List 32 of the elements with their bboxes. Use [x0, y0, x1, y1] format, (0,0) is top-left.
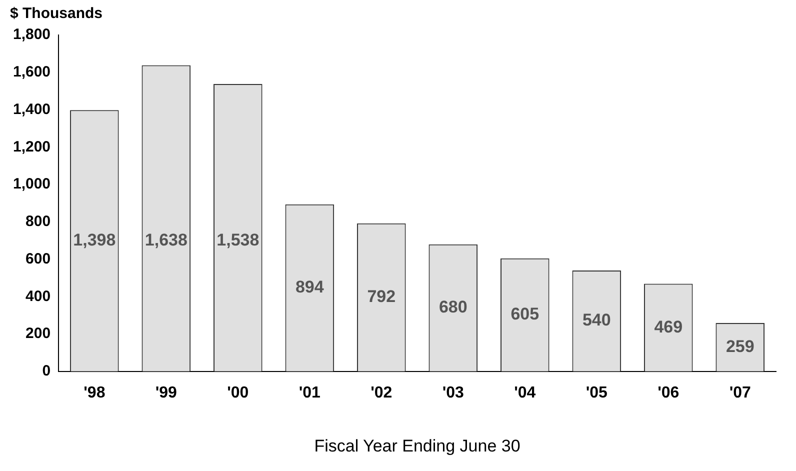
y-tick-label: 1,400 — [12, 100, 51, 118]
x-tick-label: '01 — [298, 384, 321, 402]
data-label: 1,398 — [73, 230, 116, 250]
y-tick-label: 400 — [26, 288, 51, 305]
x-tick-label: '98 — [84, 384, 106, 402]
y-tick-label: 1,000 — [12, 176, 51, 193]
x-axis-title: Fiscal Year Ending June 30 — [314, 436, 520, 456]
y-tick-label: 1,200 — [12, 138, 51, 156]
x-tick-label: '00 — [227, 384, 249, 402]
data-label: 792 — [367, 287, 396, 306]
data-label: 894 — [295, 278, 324, 297]
data-label: 1,638 — [144, 230, 188, 250]
x-tick-label: '05 — [586, 384, 608, 402]
y-tick-label: 200 — [26, 325, 51, 342]
y-tick-label: 600 — [26, 250, 51, 268]
data-label: 540 — [582, 310, 611, 330]
y-tick-label: 1,600 — [12, 64, 51, 81]
y-tick-label: 1,800 — [12, 26, 51, 44]
y-tick-label: 0 — [42, 362, 51, 380]
x-tick-label: '99 — [155, 384, 178, 402]
x-tick-label: '03 — [442, 384, 464, 402]
data-label: 1,538 — [216, 230, 260, 250]
y-tick-label: 800 — [26, 213, 51, 230]
data-label: 605 — [510, 304, 540, 324]
x-tick-label: '02 — [370, 384, 392, 402]
data-label: 680 — [438, 298, 468, 317]
x-tick-label: '06 — [658, 384, 680, 402]
x-tick-label: '04 — [514, 384, 536, 402]
y-axis-title: $ Thousands — [10, 5, 103, 22]
data-label: 469 — [654, 317, 683, 336]
x-tick-label: '07 — [729, 384, 752, 402]
data-label: 259 — [726, 336, 754, 356]
